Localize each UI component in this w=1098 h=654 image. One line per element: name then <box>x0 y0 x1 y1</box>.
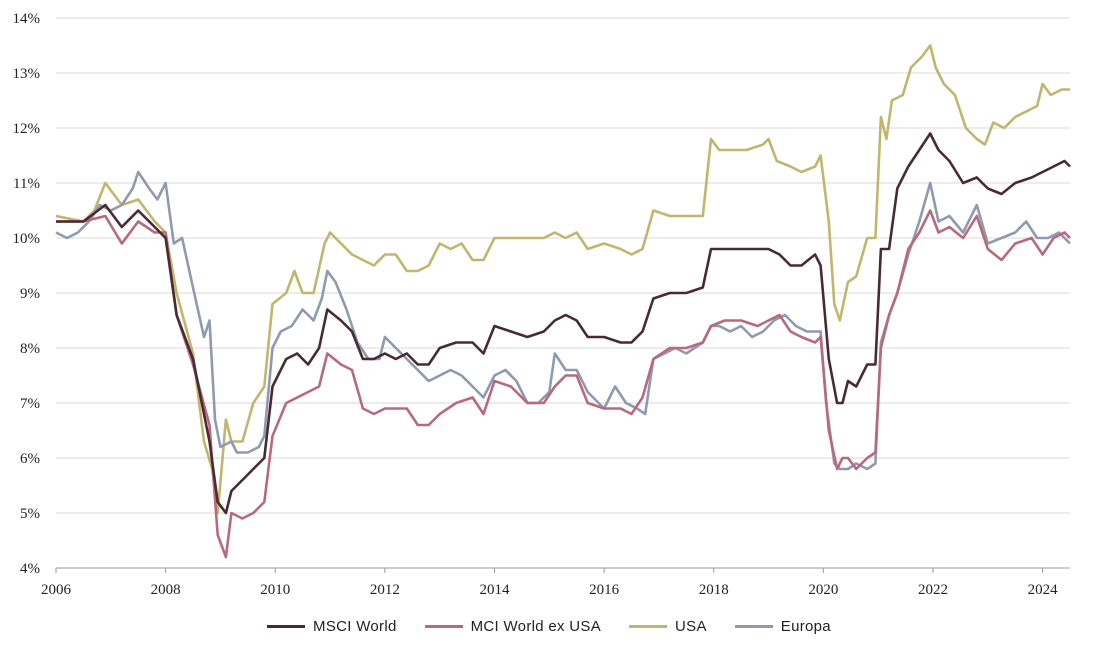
legend-label: USA <box>675 618 707 635</box>
x-tick-label: 2020 <box>808 582 838 598</box>
x-tick-label: 2024 <box>1028 582 1059 598</box>
legend-label: Europa <box>780 618 831 635</box>
legend-swatch <box>267 625 306 628</box>
y-tick-label: 8% <box>20 341 40 357</box>
x-tick-label: 2016 <box>589 582 620 598</box>
legend-swatch <box>734 625 773 628</box>
y-axis-ticks: 4% 5% 6% 7% 8% 9% 10% 11% 12% 13% 14% <box>13 11 41 577</box>
legend-swatch <box>424 625 463 628</box>
line-chart: 4% 5% 6% 7% 8% 9% 10% 11% 12% 13% 14% 2006 2008 2010… <box>13 11 1071 598</box>
series-line-msci-world <box>56 132 1071 515</box>
legend-item-msci-world: MSCI World <box>267 618 397 635</box>
legend-label: MCI World ex USA <box>470 618 602 635</box>
series-line-mci-world-ex-usa <box>56 209 1071 559</box>
series-line-usa <box>55 44 1070 515</box>
legend: MSCI World MCI World ex USA USA Europa <box>0 618 1098 635</box>
x-axis-ticks: 2006 2008 2010 2012 2014 2016 2018 2020 2022 2024 <box>41 568 1058 598</box>
y-tick-label: 12% <box>13 121 41 137</box>
x-tick-label: 2018 <box>699 582 729 598</box>
series-line-europa <box>55 170 1071 471</box>
series-lines <box>55 44 1071 559</box>
y-tick-label: 6% <box>20 451 40 467</box>
y-tick-label: 7% <box>20 396 40 412</box>
legend-item-mci-world-ex-usa: MCI World ex USA <box>424 618 602 635</box>
x-tick-label: 2006 <box>41 582 72 598</box>
legend-item-usa: USA <box>629 618 707 635</box>
x-tick-label: 2014 <box>479 582 510 598</box>
grid-lines <box>56 17 1070 569</box>
y-tick-label: 14% <box>13 11 41 27</box>
x-tick-label: 2012 <box>370 582 400 598</box>
y-tick-label: 5% <box>20 506 40 522</box>
legend-swatch <box>629 625 668 628</box>
legend-item-europa: Europa <box>734 618 831 635</box>
x-tick-label: 2008 <box>151 582 181 598</box>
x-tick-label: 2010 <box>260 582 290 598</box>
y-tick-label: 11% <box>13 176 40 192</box>
y-tick-label: 4% <box>20 561 40 577</box>
x-tick-label: 2022 <box>918 582 948 598</box>
y-tick-label: 10% <box>13 231 41 247</box>
y-tick-label: 13% <box>13 66 41 82</box>
legend-label: MSCI World <box>313 618 397 635</box>
y-tick-label: 9% <box>20 286 40 302</box>
